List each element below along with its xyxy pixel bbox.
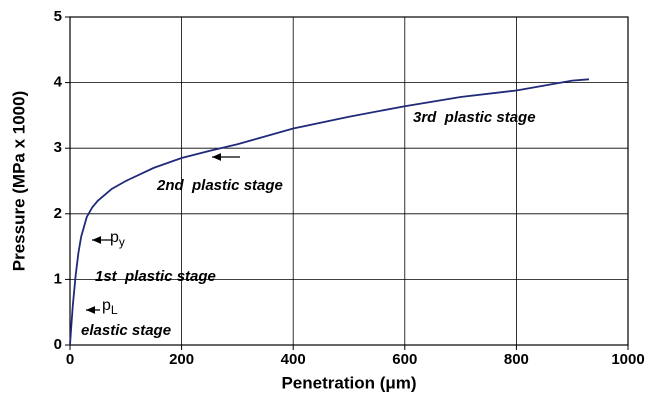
annotation: py (110, 229, 125, 249)
y-tick-label: 1 (54, 270, 62, 287)
x-tick-label: 800 (504, 351, 529, 368)
annotation: 2nd plastic stage (156, 177, 283, 194)
annotation-text: p (102, 297, 111, 314)
annotation: 3rd plastic stage (413, 109, 536, 126)
x-tick-label: 200 (169, 351, 194, 368)
annotation: 1st plastic stage (95, 268, 216, 285)
y-tick-label: 5 (54, 8, 62, 25)
y-tick-label: 2 (54, 205, 62, 222)
y-tick-label: 4 (54, 74, 63, 91)
annotation: elastic stage (81, 322, 171, 339)
y-tick-label: 0 (54, 336, 62, 353)
x-tick-label: 1000 (611, 351, 644, 368)
annotation-subscript: y (119, 235, 125, 249)
data-line (69, 78, 590, 346)
annotation-subscript: L (111, 303, 118, 317)
y-tick-label: 3 (54, 139, 62, 156)
x-tick-label: 400 (281, 351, 306, 368)
plot-frame (69, 16, 629, 346)
y-axis-title: Pressure (MPa x 1000) (9, 91, 28, 272)
x-axis-title: Penetration (μm) (281, 373, 416, 392)
x-tick-label: 0 (66, 351, 74, 368)
x-tick-label: 600 (392, 351, 417, 368)
annotation: pL (102, 297, 118, 317)
annotation-text: p (110, 229, 119, 246)
